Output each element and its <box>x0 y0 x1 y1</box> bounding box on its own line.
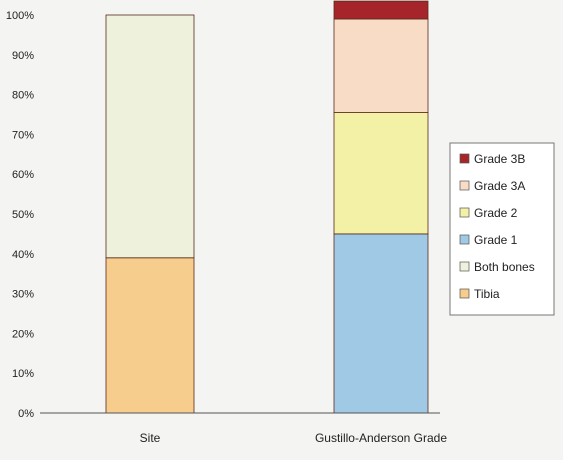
y-tick-label: 50% <box>12 209 34 221</box>
legend-label-grade-2: Grade 2 <box>474 206 518 220</box>
y-tick-label: 0% <box>18 408 34 420</box>
legend-swatch-grade-3b <box>459 153 470 164</box>
y-tick-label: 90% <box>12 50 34 62</box>
y-tick-label: 10% <box>12 368 34 380</box>
legend-box <box>449 142 555 316</box>
bars-group <box>105 0 429 414</box>
y-tick-label: 80% <box>12 90 34 102</box>
bar-segment-gustillo-anderson-grade-grade-1 <box>333 233 429 414</box>
legend-label-grade-3b: Grade 3B <box>474 152 525 166</box>
y-tick-label: 60% <box>12 169 34 181</box>
legend-swatch-grade-1 <box>459 234 470 245</box>
y-tick-label: 30% <box>12 289 34 301</box>
bar-segment-site-tibia <box>105 257 195 414</box>
bar-segment-gustillo-anderson-grade-grade-3a <box>333 18 429 113</box>
y-tick-label: 100% <box>6 10 34 22</box>
legend-swatch-both-bones <box>459 261 470 272</box>
legend-swatch-grade-3a <box>459 180 470 191</box>
legend: Grade 3B Grade 3A Grade 2 Grade 1 Both bones… <box>449 142 555 316</box>
legend-swatch-grade-2 <box>459 207 470 218</box>
legend-label-grade-1: Grade 1 <box>474 233 518 247</box>
bar-segment-gustillo-anderson-grade-grade-3b <box>333 0 429 20</box>
y-tick-label: 70% <box>12 129 34 141</box>
x-labels-group: Site Gustillo-Anderson Grade <box>140 431 448 445</box>
bar-segment-gustillo-anderson-grade-grade-2 <box>333 112 429 235</box>
y-tick-label: 20% <box>12 328 34 340</box>
legend-label-both-bones: Both bones <box>474 260 535 274</box>
x-tick-label: Site <box>140 431 161 445</box>
bar-segment-site-both-bones <box>105 14 195 259</box>
legend-label-tibia: Tibia <box>474 287 500 301</box>
legend-swatch-tibia <box>459 288 470 299</box>
x-tick-label: Gustillo-Anderson Grade <box>315 431 447 445</box>
axis-group: 0% 10% 20% 30% 40% 50% 60% 70% 80% 90% 100% <box>6 10 440 420</box>
legend-label-grade-3a: Grade 3A <box>474 179 525 193</box>
y-tick-label: 40% <box>12 249 34 261</box>
